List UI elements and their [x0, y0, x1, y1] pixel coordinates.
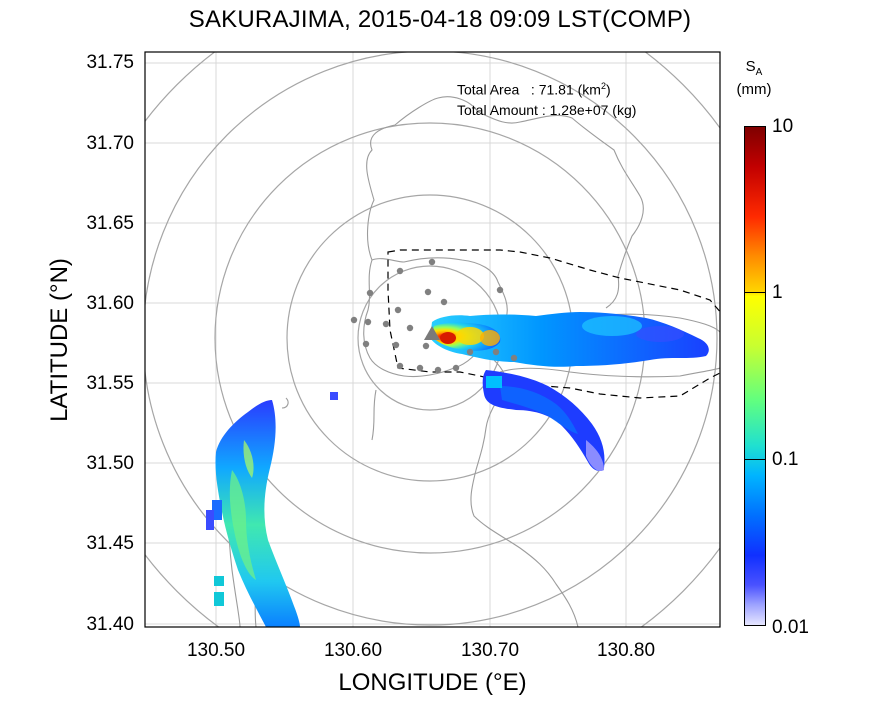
- total-amount-label: Total Amount : 1.28e+07 (kg): [457, 101, 637, 118]
- colorbar-unit: (mm): [736, 81, 772, 98]
- y-tick-label: 31.65: [86, 213, 134, 234]
- colorbar-tick-mark: [744, 292, 766, 293]
- y-tick-label: 31.60: [86, 293, 134, 314]
- ash-plume-east: [430, 312, 709, 367]
- x-tick-label: 130.80: [596, 640, 656, 661]
- colorbar-title: SA (mm): [729, 58, 779, 98]
- alert-zone-boundary: [387, 249, 720, 399]
- y-tick-label: 31.50: [86, 453, 134, 474]
- x-tick-label: 130.70: [460, 640, 520, 661]
- x-tick-label: 130.50: [186, 640, 246, 661]
- y-tick-label: 31.70: [86, 133, 134, 154]
- y-tick-label: 31.55: [86, 373, 134, 394]
- plot-frame: [144, 51, 721, 628]
- area-unit-exponent: 2: [600, 81, 606, 91]
- y-tick-label: 31.75: [86, 52, 134, 73]
- colorbar-tick-mark: [744, 459, 766, 460]
- colorbar-tick-label: 1: [772, 282, 783, 303]
- ash-plume-southeast: [482, 370, 605, 472]
- area-unit-close: ): [605, 81, 611, 98]
- colorbar-tick-label: 10: [772, 116, 794, 137]
- colorbar-symbol: S: [745, 58, 756, 75]
- station-markers: [350, 258, 518, 374]
- ash-plume-southwest: [206, 392, 338, 627]
- y-tick-label: 31.45: [86, 533, 134, 554]
- coastline: [227, 96, 720, 627]
- colorbar-subscript: A: [755, 67, 763, 78]
- map-title: SAKURAJIMA, 2015-04-18 09:09 LST(COMP): [188, 6, 692, 33]
- volcano-vent-icon: [424, 326, 440, 340]
- colorbar-tick-label: 0.01: [772, 617, 809, 638]
- x-axis-label: LONGITUDE (°E): [338, 669, 527, 696]
- colorbar-tick-label: 0.1: [772, 449, 799, 470]
- totals-annotation: Total Area : 71.81 (km2) Total Amount : …: [457, 76, 636, 120]
- y-tick-label: 31.40: [86, 614, 134, 635]
- total-area-label: Total Area : 71.81 (km: [457, 81, 601, 98]
- colorbar: [744, 126, 766, 626]
- x-tick-label: 130.60: [323, 640, 383, 661]
